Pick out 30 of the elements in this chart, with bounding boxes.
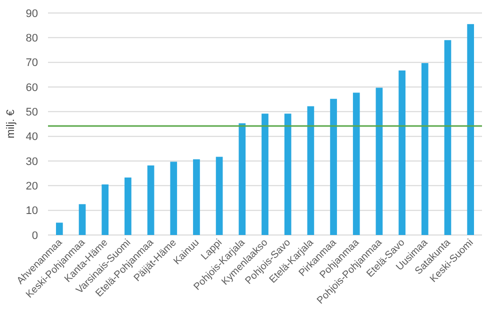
bar [398,70,406,235]
bar [147,165,154,235]
bar [78,204,86,235]
bar [193,159,200,235]
bar [170,162,178,235]
bar [102,184,109,235]
y-tick-label: 20 [26,180,38,193]
bar [330,98,337,235]
bar [56,222,63,235]
bar [238,123,246,235]
bar [444,40,452,235]
y-tick-label: 30 [26,156,38,168]
y-tick-label: 80 [26,32,38,45]
bar [284,114,292,235]
y-tick-label: 10 [26,205,38,218]
y-axis-title: milj. € [5,110,17,138]
y-tick-label: 40 [26,131,38,144]
bar [467,24,474,235]
y-tick-label: 50 [26,106,38,119]
bar [216,156,223,235]
y-tick-label: 70 [26,57,38,70]
y-tick-label: 60 [26,82,38,94]
bar [262,114,268,235]
y-tick-label: 0 [32,230,38,242]
bar [124,178,132,235]
bar [307,106,314,235]
bar [376,88,383,235]
bar [352,92,360,235]
y-tick-label: 90 [26,8,38,20]
bar [421,63,428,235]
